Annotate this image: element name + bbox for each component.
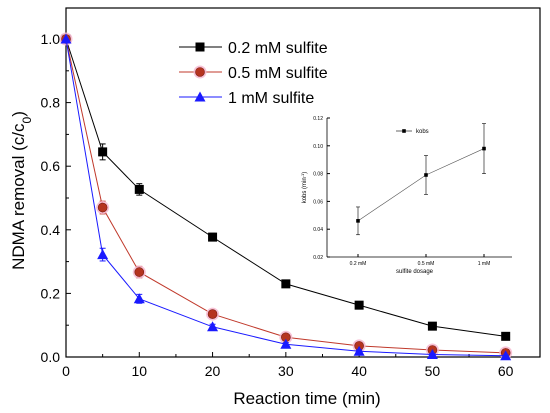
inset-y-axis-label: kobs (min-1) — [300, 172, 309, 204]
data-point — [281, 279, 291, 289]
data-point — [353, 345, 365, 356]
data-point — [134, 184, 144, 194]
inset-x-tick-label: 0.2 mM — [350, 261, 367, 267]
inset-y-tick-label: 0.04 — [313, 227, 323, 233]
y-tick-label: 0.0 — [41, 349, 61, 365]
inset-series — [356, 123, 486, 236]
x-axis-label: Reaction time (min) — [233, 389, 380, 408]
series-line — [65, 38, 506, 354]
data-point — [96, 201, 110, 215]
inset-data-point — [424, 173, 428, 177]
series-line — [65, 38, 506, 357]
data-point — [280, 338, 292, 349]
legend: 0.2 mM sulfite 0.5 mM sulfite 1 mM sulfite — [179, 40, 328, 107]
legend-label: 0.5 mM sulfite — [228, 65, 328, 82]
series-3 — [60, 33, 512, 361]
data-point — [132, 265, 146, 279]
legend-label: 0.2 mM sulfite — [228, 40, 328, 57]
data-point — [207, 321, 219, 332]
y-tick-label: 0.2 — [41, 285, 61, 301]
y-tick-label: 0.6 — [41, 158, 61, 174]
x-tick-label: 30 — [278, 363, 294, 379]
inset-legend-label: kobs — [416, 129, 429, 135]
y-tick-label: 0.8 — [41, 95, 61, 111]
x-tick-label: 40 — [351, 363, 367, 379]
inset-x-axis-label: sulfite dosage — [396, 269, 434, 275]
data-point — [501, 331, 511, 341]
x-tick-label: 0 — [62, 363, 70, 379]
marker-dot — [134, 267, 145, 277]
inset-x-tick-label: 0.5 mM — [418, 261, 435, 267]
data-point — [97, 249, 109, 260]
data-point — [98, 147, 108, 157]
y-axis-label: NDMA removal (c/c0) — [9, 111, 34, 270]
inset-legend: kobs — [396, 129, 429, 135]
data-point — [206, 307, 220, 321]
inset-y-tick-label: 0.08 — [313, 172, 323, 178]
legend-marker — [194, 91, 206, 102]
inset-y-tick-label: 0.02 — [313, 255, 323, 261]
x-tick-label: 50 — [425, 363, 441, 379]
inset-x-tick-label: 1 mM — [478, 261, 491, 267]
inset-data-point — [356, 219, 360, 223]
x-tick-label: 10 — [131, 363, 147, 379]
data-point — [426, 348, 438, 359]
inset-plot: 0.02 0.04 0.06 0.08 0.10 0.12 0.2 mM 0.5 mM 1 mM… — [300, 116, 512, 275]
series-line — [65, 38, 506, 337]
data-point — [354, 300, 364, 310]
plot-frame — [65, 7, 541, 358]
inset-data-point — [482, 146, 486, 151]
data-point — [427, 321, 437, 331]
inset-y-tick-label: 0.06 — [313, 199, 323, 205]
marker-dot — [207, 309, 218, 319]
marker-dot — [97, 202, 108, 213]
legend-marker — [195, 42, 205, 52]
marker-dot — [195, 67, 205, 77]
main-plot: 0.0 0.2 0.4 0.6 0.8 1.0 0 10 20 30 40 50 60 Reaction … — [9, 7, 541, 408]
legend-label: 1 mM sulfite — [228, 90, 314, 107]
data-point — [133, 293, 145, 304]
y-tick-label: 1.0 — [41, 31, 61, 47]
data-point — [60, 33, 72, 44]
data-point — [279, 330, 293, 344]
x-tick-label: 20 — [205, 363, 221, 379]
inset-series-line — [357, 148, 485, 222]
y-tick-label: 0.4 — [41, 222, 61, 238]
inset-legend-marker — [402, 129, 406, 133]
data-point — [500, 350, 512, 361]
inset-y-tick-label: 0.12 — [313, 116, 323, 122]
data-point — [208, 232, 218, 242]
legend-marker — [193, 65, 207, 79]
x-tick-label: 60 — [498, 363, 514, 379]
inset-y-tick-label: 0.10 — [313, 144, 323, 150]
